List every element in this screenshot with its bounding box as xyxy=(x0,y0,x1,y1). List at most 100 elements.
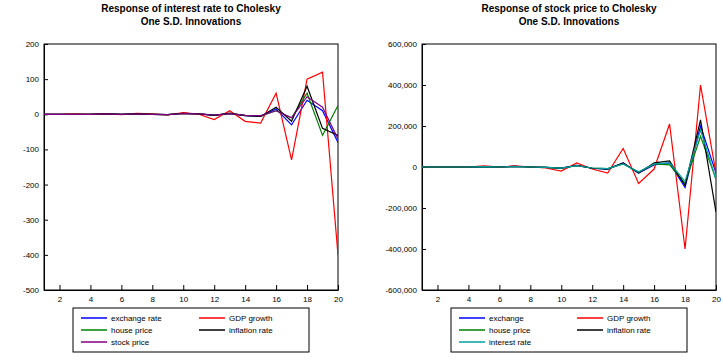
series-line xyxy=(422,85,716,249)
tick-mark xyxy=(214,285,215,290)
legend-swatch xyxy=(577,317,603,319)
tick: 400,000 xyxy=(388,81,426,90)
legend-label: GDP growth xyxy=(607,314,650,323)
tick-mark xyxy=(422,208,426,209)
tick-mark xyxy=(245,285,246,290)
legend-label: inflation rate xyxy=(607,326,651,335)
tick-mark xyxy=(499,285,500,290)
legend-label: house price xyxy=(111,326,153,335)
tick-mark xyxy=(44,185,48,186)
x-axis: 2468101214161820 xyxy=(423,285,722,304)
tick: 12 xyxy=(210,285,219,304)
legend-swatch xyxy=(81,317,107,319)
tick: 18 xyxy=(303,285,312,304)
y-axis: -600,000-400,000-200,0000200,000400,0006… xyxy=(385,40,426,295)
tick-mark xyxy=(716,285,717,290)
plot-area xyxy=(422,85,716,249)
legend-label: stock price xyxy=(111,338,150,347)
tick-mark xyxy=(422,126,426,127)
tick: 8 xyxy=(529,285,534,304)
tick: 6 xyxy=(120,285,125,304)
tick: -400 xyxy=(23,251,48,260)
tick-mark xyxy=(90,285,91,290)
tick-label: 18 xyxy=(303,295,312,304)
tick-label: 12 xyxy=(588,295,597,304)
tick-label: -100 xyxy=(23,145,40,154)
tick-mark xyxy=(623,285,624,290)
tick-label: 8 xyxy=(151,295,156,304)
tick-mark xyxy=(437,285,438,290)
tick-label: 12 xyxy=(210,295,219,304)
legend-swatch xyxy=(199,317,225,319)
tick-mark xyxy=(530,285,531,290)
tick: -200,000 xyxy=(385,204,426,213)
tick-label: -400,000 xyxy=(385,245,417,254)
tick-label: 4 xyxy=(467,295,472,304)
tick: 200,000 xyxy=(388,122,426,131)
tick: 4 xyxy=(467,285,472,304)
series-line xyxy=(422,126,716,188)
axis-line xyxy=(44,45,45,291)
tick-label: 6 xyxy=(120,295,125,304)
tick-mark xyxy=(276,285,277,290)
tick: -500 xyxy=(23,286,48,295)
legend-box xyxy=(451,308,687,352)
legend-swatch xyxy=(81,329,107,331)
legend-swatch xyxy=(459,329,485,331)
legend-label: exchange rate xyxy=(111,314,162,323)
title: Response of stock price to Cholesky xyxy=(481,3,656,14)
tick-label: 2 xyxy=(436,295,441,304)
tick-label: 20 xyxy=(334,295,343,304)
tick-mark xyxy=(422,44,426,45)
y-axis: -500-400-300-200-1000100200 xyxy=(23,40,48,295)
series-line xyxy=(422,136,716,183)
tick-label: 2 xyxy=(58,295,63,304)
tick-mark xyxy=(59,285,60,290)
tick: -400,000 xyxy=(385,245,426,254)
tick-label: 16 xyxy=(272,295,281,304)
legend-label: GDP growth xyxy=(229,314,272,323)
tick-mark xyxy=(561,285,562,290)
tick-mark xyxy=(654,285,655,290)
title: Response of interest rate to Cholesky xyxy=(101,3,281,14)
legend-label: house price xyxy=(489,326,531,335)
legend-swatch xyxy=(459,341,485,343)
series-line xyxy=(422,120,716,212)
tick-label: -600,000 xyxy=(385,286,417,295)
tick-label: 100 xyxy=(26,75,40,84)
legend-swatch xyxy=(81,341,107,343)
tick: 10 xyxy=(179,285,188,304)
legend-swatch xyxy=(459,317,485,319)
plot-frame xyxy=(422,44,716,290)
tick-label: -200 xyxy=(23,181,40,190)
tick-mark xyxy=(44,149,48,150)
tick-label: 10 xyxy=(557,295,566,304)
tick-mark xyxy=(183,285,184,290)
series-line xyxy=(422,130,716,181)
tick: 20 xyxy=(712,285,721,304)
tick-mark xyxy=(44,44,48,45)
tick-mark xyxy=(422,249,426,250)
tick: 100 xyxy=(26,75,48,84)
tick-label: 18 xyxy=(681,295,690,304)
legend: exchange rate GDP growth house price inflat… xyxy=(73,308,309,352)
tick: -200 xyxy=(23,181,48,190)
tick-label: -500 xyxy=(23,286,40,295)
axis-line xyxy=(45,290,339,291)
panel: Response of stock price to CholeskyOne S… xyxy=(385,3,721,352)
tick: -600,000 xyxy=(385,286,426,295)
tick-label: 16 xyxy=(650,295,659,304)
tick: 2 xyxy=(58,285,63,304)
tick-label: 4 xyxy=(89,295,94,304)
legend-label: inflation rate xyxy=(229,326,273,335)
tick: 600,000 xyxy=(388,40,426,49)
tick-label: 10 xyxy=(179,295,188,304)
tick: 200 xyxy=(26,40,48,49)
tick-label: 14 xyxy=(619,295,628,304)
plot-area xyxy=(44,72,338,255)
tick: -100 xyxy=(23,145,48,154)
tick-mark xyxy=(307,285,308,290)
x-axis: 2468101214161820 xyxy=(45,285,344,304)
tick-mark xyxy=(685,285,686,290)
tick: 16 xyxy=(650,285,659,304)
